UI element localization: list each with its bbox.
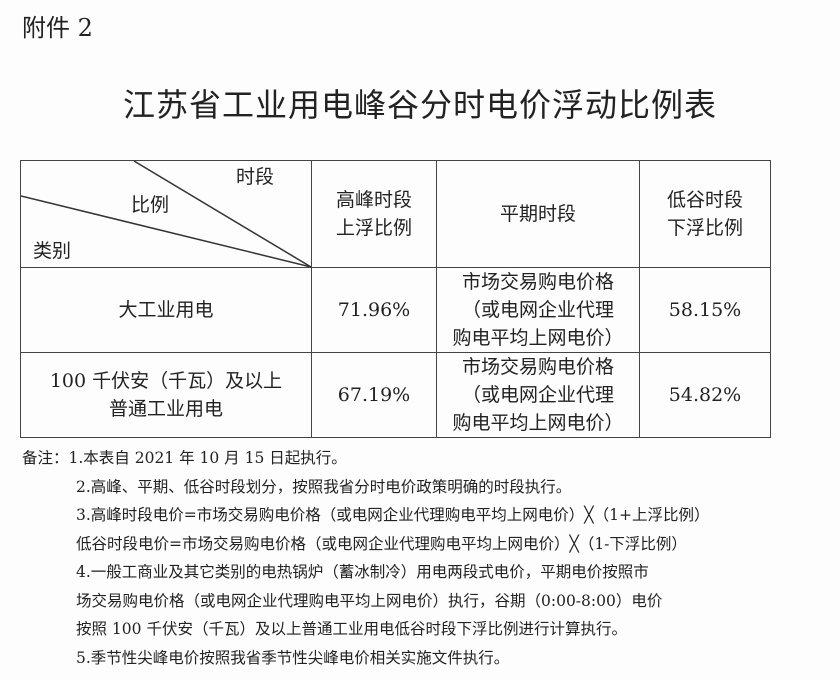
- valley-header-line: 下浮比例: [666, 217, 743, 239]
- peak-header-line: 上浮比例: [335, 217, 412, 239]
- corner-bottom-label: 类别: [33, 240, 72, 262]
- note-line: 4.一般工商业及其它类别的电热锅炉（蓄冰制冷）用电两段式电价，平期电价按照市: [76, 563, 649, 581]
- table-header-row: 时段 比例 类别 高峰时段 上浮比例 平期时段 低谷时段 下浮比例: [20, 160, 771, 268]
- diagonal-lines: [21, 161, 311, 267]
- flat-line: （或电网企业代理: [461, 299, 614, 321]
- corner-middle-label: 比例: [131, 194, 170, 216]
- valley-header: 低谷时段 下浮比例: [639, 160, 771, 268]
- flat-line: （或电网企业代理: [461, 384, 614, 406]
- valley-header-line: 低谷时段: [666, 189, 743, 211]
- flat-cell: 市场交易购电价格 （或电网企业代理 购电平均上网电价）: [436, 352, 640, 438]
- flat-line: 市场交易购电价格: [461, 271, 614, 293]
- note-line: 场交易购电价格（或电网企业代理购电平均上网电价）执行，谷期（0:00-8:00）…: [76, 591, 663, 610]
- note-line: 低谷时段电价=市场交易购电价格（或电网企业代理购电平均上网电价）╳（1-下浮比例…: [76, 534, 687, 553]
- note-line: 备注：1.本表自 2021 年 10 月 15 日起执行。: [22, 449, 347, 467]
- flat-line: 购电平均上网电价）: [452, 327, 624, 349]
- flat-cell: 市场交易购电价格 （或电网企业代理 购电平均上网电价）: [436, 267, 640, 353]
- peak-cell: 67.19%: [311, 352, 437, 438]
- flat-line: 购电平均上网电价）: [452, 412, 624, 434]
- note-line: 按照 100 千伏安（千瓦）及以上普通工业用电低谷时段下浮比例进行计算执行。: [76, 620, 627, 638]
- attachment-label: 附件 2: [22, 14, 93, 42]
- category-line: 大工业用电: [118, 299, 214, 321]
- table-row: 大工业用电 71.96% 市场交易购电价格 （或电网企业代理 购电平均上网电价）…: [20, 267, 771, 353]
- note-line: 3.高峰时段电价=市场交易购电价格（或电网企业代理购电平均上网电价）╳（1+上浮…: [76, 506, 710, 524]
- notes: 备注：1.本表自 2021 年 10 月 15 日起执行。 2.高峰、平期、低谷…: [22, 444, 709, 672]
- page-title: 江苏省工业用电峰谷分时电价浮动比例表: [122, 86, 717, 124]
- price-ratio-table: 时段 比例 类别 高峰时段 上浮比例 平期时段 低谷时段 下浮比例 大工业用电 …: [20, 160, 771, 438]
- category-line: 普通工业用电: [108, 398, 223, 420]
- note-line: 5.季节性尖峰电价按照我省季节性尖峰电价相关实施文件执行。: [76, 648, 510, 667]
- corner-top-label: 时段: [236, 166, 275, 188]
- category-cell: 大工业用电: [20, 267, 312, 353]
- category-cell: 100 千伏安（千瓦）及以上 普通工业用电: [20, 352, 312, 438]
- corner-header-cell: 时段 比例 类别: [20, 160, 312, 268]
- flat-line: 市场交易购电价格: [461, 356, 614, 378]
- note-line: 2.高峰、平期、低谷时段划分，按照我省分时电价政策明确的时段执行。: [76, 477, 572, 496]
- valley-cell: 58.15%: [639, 267, 771, 353]
- peak-header-line: 高峰时段: [335, 189, 412, 211]
- table-row: 100 千伏安（千瓦）及以上 普通工业用电 67.19% 市场交易购电价格 （或…: [20, 352, 771, 438]
- valley-cell: 54.82%: [639, 352, 771, 438]
- category-line: 100 千伏安（千瓦）及以上: [49, 370, 283, 392]
- flat-header: 平期时段: [436, 160, 640, 268]
- peak-header: 高峰时段 上浮比例: [311, 160, 437, 268]
- peak-cell: 71.96%: [311, 267, 437, 353]
